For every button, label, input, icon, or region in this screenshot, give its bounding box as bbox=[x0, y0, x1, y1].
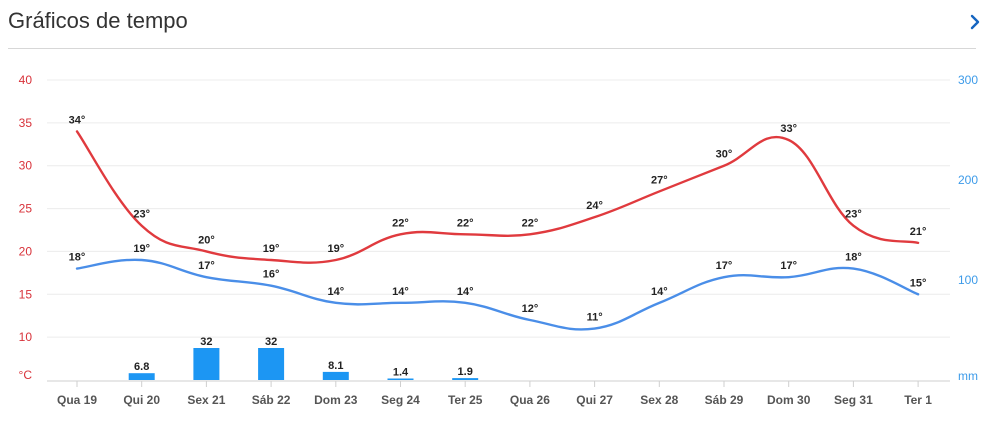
min-temp-label: 14° bbox=[651, 286, 668, 298]
page-title: Gráficos de tempo bbox=[8, 8, 188, 33]
x-tick-label: Seg 31 bbox=[834, 393, 873, 407]
header-divider bbox=[8, 48, 976, 49]
precip-bar bbox=[387, 378, 414, 380]
min-temp-label: 16° bbox=[263, 269, 280, 281]
y-axis-right: 300 200 100 mm bbox=[958, 73, 978, 383]
y-tick-label-left: 25 bbox=[19, 202, 33, 216]
precip-label: 8.1 bbox=[328, 360, 343, 372]
y-tick-label-left: 40 bbox=[19, 73, 33, 87]
max-temp-label: 22° bbox=[522, 217, 539, 229]
precip-bar bbox=[193, 348, 220, 380]
min-temp-label: 12° bbox=[522, 303, 539, 315]
x-tick-label: Sex 21 bbox=[187, 393, 225, 407]
min-temp-label: 14° bbox=[392, 286, 409, 298]
min-temp-label: 14° bbox=[457, 286, 474, 298]
max-temp-label: 33° bbox=[780, 123, 797, 135]
precip-bar bbox=[128, 373, 155, 380]
y-tick-label-right: 200 bbox=[958, 173, 978, 187]
y-tick-label-right: 100 bbox=[958, 273, 978, 287]
min-temp-label: 17° bbox=[780, 260, 797, 272]
precipitation-bars bbox=[128, 348, 479, 380]
min-temp-label: 11° bbox=[587, 312, 603, 324]
temperature-lines bbox=[75, 130, 920, 331]
precip-label: 1.9 bbox=[458, 366, 473, 378]
line-min-temp bbox=[75, 258, 920, 331]
max-temp-label: 22° bbox=[457, 217, 474, 229]
y-tick-label-left: 20 bbox=[19, 244, 33, 258]
chart-grid bbox=[47, 79, 950, 338]
max-temp-label: 19° bbox=[327, 243, 344, 255]
x-tick-label: Sex 28 bbox=[640, 393, 678, 407]
line-max-temp bbox=[75, 130, 920, 264]
max-temp-label: 22° bbox=[392, 217, 409, 229]
precip-label: 1.4 bbox=[393, 367, 409, 379]
y-tick-label-right: 300 bbox=[958, 73, 978, 87]
max-temp-label: 24° bbox=[586, 200, 603, 212]
next-button[interactable] bbox=[960, 6, 990, 38]
max-temp-label: 20° bbox=[198, 234, 215, 246]
precip-label: 32 bbox=[200, 336, 212, 348]
precip-label: 32 bbox=[265, 336, 277, 348]
min-temp-label: 17° bbox=[198, 260, 215, 272]
min-temp-label: 17° bbox=[716, 260, 733, 272]
section-header: Gráficos de tempo bbox=[0, 0, 1000, 50]
y-tick-label-left: 15 bbox=[19, 287, 33, 301]
y-axis-unit-right: mm bbox=[958, 369, 978, 383]
min-temp-label: 18° bbox=[845, 252, 862, 264]
precip-bar bbox=[452, 378, 479, 380]
y-tick-label-left: 30 bbox=[19, 159, 33, 173]
data-labels: 6.8 32 32 8.1 1.4 1.9 34° 23° 20° 19° 19° 22° 22° 22°… bbox=[69, 114, 927, 378]
max-temp-label: 19° bbox=[263, 243, 280, 255]
x-tick-label: Qua 19 bbox=[57, 393, 97, 407]
min-temp-label: 18° bbox=[69, 252, 86, 264]
y-axis-left: 40 35 30 25 20 15 10 °C bbox=[19, 73, 33, 382]
min-temp-label: 14° bbox=[327, 286, 344, 298]
min-temp-label: 19° bbox=[133, 243, 150, 255]
precip-bar bbox=[258, 348, 285, 380]
x-tick-label: Seg 24 bbox=[381, 393, 420, 407]
x-tick-label: Ter 1 bbox=[904, 393, 932, 407]
max-temp-label: 30° bbox=[716, 149, 733, 161]
y-tick-label-left: 35 bbox=[19, 116, 33, 130]
max-temp-label: 21° bbox=[910, 226, 927, 238]
x-tick-label: Dom 23 bbox=[314, 393, 358, 407]
y-axis-unit-left: °C bbox=[19, 368, 33, 382]
chevron-right-icon bbox=[970, 14, 980, 30]
x-tick-label: Dom 30 bbox=[767, 393, 811, 407]
x-tick-label: Ter 25 bbox=[448, 393, 483, 407]
max-temp-label: 27° bbox=[651, 174, 668, 186]
precip-label: 6.8 bbox=[134, 361, 149, 373]
min-temp-label: 15° bbox=[910, 277, 927, 289]
precip-bar bbox=[322, 371, 349, 380]
x-tick-label: Sáb 29 bbox=[705, 393, 744, 407]
x-tick-label: Qui 27 bbox=[576, 393, 613, 407]
x-tick-label: Qua 26 bbox=[510, 393, 550, 407]
max-temp-label: 23° bbox=[133, 209, 150, 221]
x-tick-label: Sáb 22 bbox=[252, 393, 291, 407]
max-temp-label: 23° bbox=[845, 209, 862, 221]
max-temp-label: 34° bbox=[69, 114, 86, 126]
x-axis: Qua 19 Qui 20 Sex 21 Sáb 22 Dom 23 Seg 24 Ter … bbox=[47, 380, 950, 407]
x-tick-label: Qui 20 bbox=[123, 393, 160, 407]
y-tick-label-left: 10 bbox=[19, 330, 33, 344]
